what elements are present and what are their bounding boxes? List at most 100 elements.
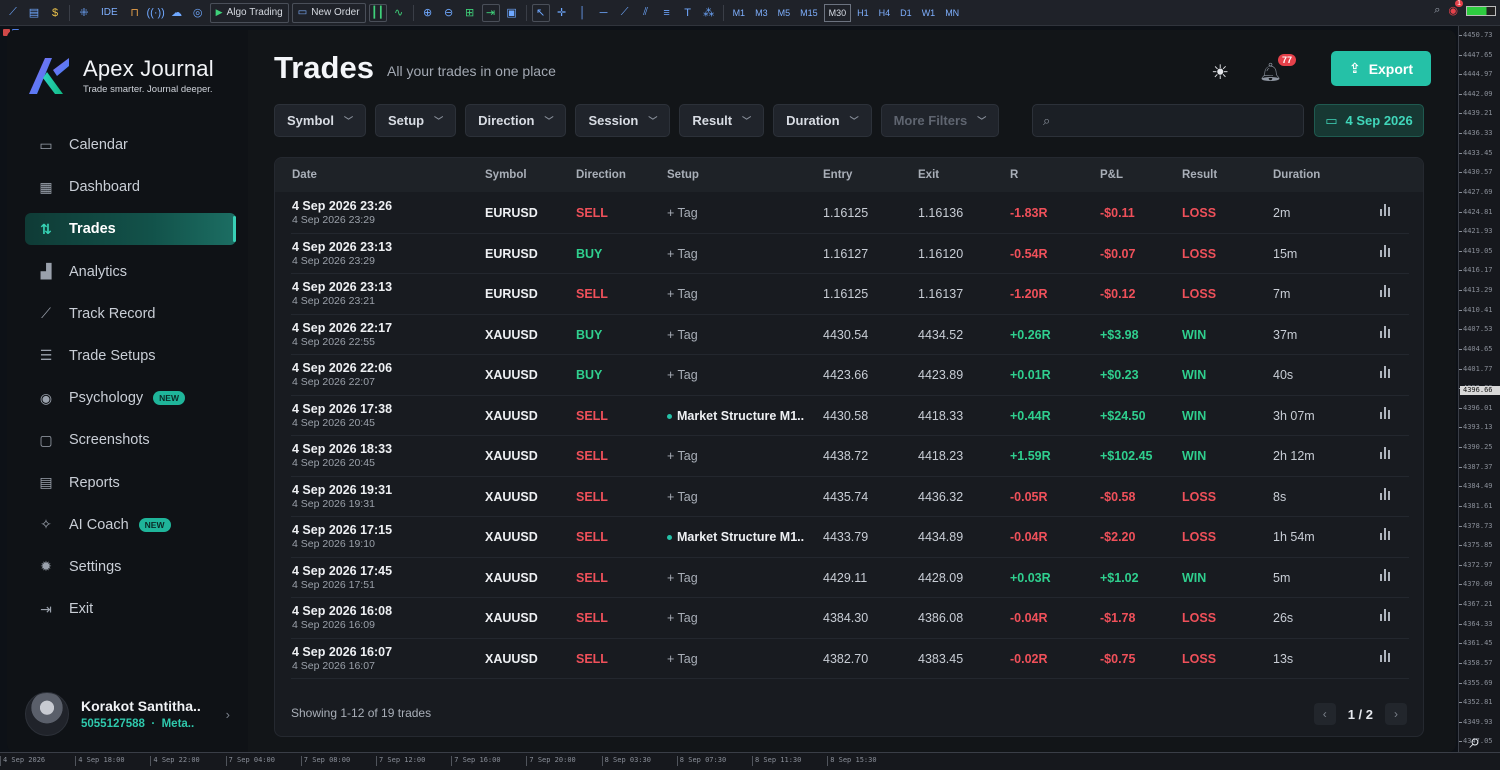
add-tag-button[interactable]: + Tag [667, 246, 698, 261]
cloud-icon[interactable]: ☁ [171, 7, 183, 19]
add-tag-button[interactable]: + Tag [667, 327, 698, 342]
table-row[interactable]: 4 Sep 2026 23:26 4 Sep 2026 23:29 EURUSD SE… [291, 193, 1409, 234]
column-header-exit[interactable]: Exit [918, 169, 940, 181]
next-page-button[interactable]: › [1385, 703, 1407, 725]
ide-button[interactable]: IDE [101, 7, 118, 18]
trade-chart-icon[interactable] [1380, 406, 1390, 422]
text-tool-icon[interactable]: T [684, 6, 691, 19]
search-icon[interactable]: ⌕ [1434, 4, 1441, 16]
horizontal-line-icon[interactable]: ─ [599, 6, 608, 19]
crosshair-tool-icon[interactable]: ✛ [556, 7, 567, 19]
add-tag-button[interactable]: + Tag [667, 651, 698, 666]
table-row[interactable]: 4 Sep 2026 16:08 4 Sep 2026 16:09 XAUUSD SE… [291, 598, 1409, 639]
timeframe-m5[interactable]: M5 [777, 7, 791, 18]
notification-icon[interactable]: ◉ 1 [1448, 0, 1463, 17]
screenshot-tool-icon[interactable]: ▣ [506, 7, 517, 19]
zoom-in-icon[interactable]: ⊕ [422, 7, 433, 19]
timeframe-m1[interactable]: M1 [732, 7, 746, 18]
filter-session[interactable]: Session ﹀ [575, 104, 671, 137]
tile-icon[interactable]: ⊞ [464, 7, 475, 19]
filter-setup[interactable]: Setup ﹀ [374, 104, 457, 137]
table-row[interactable]: 4 Sep 2026 17:15 4 Sep 2026 19:10 XAUUSD SE… [291, 517, 1409, 558]
bell-icon[interactable]: 🔔︎ 77 [1259, 54, 1296, 83]
crosshair-icon[interactable]: ⁜ [79, 7, 89, 19]
table-row[interactable]: 4 Sep 2026 23:13 4 Sep 2026 23:29 EURUSD BU… [291, 234, 1409, 274]
filter-symbol[interactable]: Symbol ﹀ [274, 104, 366, 137]
add-tag-button[interactable]: + Tag [667, 611, 698, 625]
trade-chart-icon[interactable] [1380, 325, 1390, 341]
filter-direction[interactable]: Direction ﹀ [465, 104, 567, 137]
sidebar-item-track-record[interactable]: ⟋ Track Record [25, 298, 236, 330]
chart-tab-icon[interactable] [3, 28, 10, 36]
templates-icon[interactable]: ▤ [28, 7, 40, 19]
table-row[interactable]: 4 Sep 2026 16:07 4 Sep 2026 16:07 XAUUSD SE… [291, 639, 1409, 679]
globe-icon[interactable]: ◎ [192, 7, 203, 19]
line-chart-icon[interactable]: ⟋ [9, 6, 17, 18]
signal-icon[interactable]: ((·)) [146, 6, 165, 19]
algo-trading-button[interactable]: ▶ Algo Trading [209, 2, 289, 23]
table-row[interactable]: 4 Sep 2026 22:17 4 Sep 2026 22:55 XAUUSD BU… [291, 315, 1409, 355]
prev-page-button[interactable]: ‹ [1313, 703, 1336, 725]
sidebar-item-psychology[interactable]: ◉ Psychology NEW [25, 382, 236, 414]
add-tag-button[interactable]: + Tag [667, 287, 698, 301]
shapes-icon[interactable]: ⁂ [703, 7, 715, 19]
sidebar-item-screenshots[interactable]: ▢ Screenshots [25, 424, 236, 456]
user-profile[interactable]: Korakot Santitha.. 5055127588 · Meta.. › [25, 692, 230, 736]
timeframe-mn[interactable]: MN [945, 7, 960, 18]
sidebar-item-trades[interactable]: ⇅ Trades [25, 213, 236, 246]
theme-toggle-sun-icon[interactable]: ☀ [1211, 62, 1230, 84]
sidebar-item-exit[interactable]: ⇥ Exit [25, 593, 236, 625]
table-row[interactable]: 4 Sep 2026 23:13 4 Sep 2026 23:21 EURUSD SE… [291, 274, 1409, 315]
timeframe-m30[interactable]: M30 [823, 3, 852, 22]
setup-tag[interactable]: Market Structure M1.. [667, 530, 804, 544]
table-row[interactable]: 4 Sep 2026 22:06 4 Sep 2026 22:07 XAUUSD BU… [291, 355, 1409, 396]
fibonacci-icon[interactable]: ≡ [663, 6, 670, 19]
column-header-symbol[interactable]: Symbol [485, 169, 527, 181]
column-header-entry[interactable]: Entry [823, 169, 853, 181]
column-header-result[interactable]: Result [1182, 169, 1218, 181]
trade-chart-icon[interactable] [1380, 568, 1390, 584]
channel-icon[interactable]: ⫽ [643, 6, 649, 18]
column-header-pl[interactable]: P&L [1100, 169, 1123, 181]
setup-tag[interactable]: Market Structure M1.. [667, 409, 804, 423]
bar-chart-icon[interactable]: ┃┃ [368, 3, 387, 22]
sidebar-item-settings[interactable]: ✹ Settings [25, 551, 236, 583]
export-button[interactable]: ⇪ Export [1331, 51, 1431, 86]
timeframe-d1[interactable]: D1 [900, 7, 912, 18]
add-tag-button[interactable]: + Tag [667, 570, 698, 585]
sidebar-item-calendar[interactable]: ▭ Calendar [25, 129, 236, 161]
filter-duration[interactable]: Duration ﹀ [773, 104, 872, 137]
sidebar-item-ai-coach[interactable]: ✧ AI Coach NEW [25, 509, 236, 541]
column-header-duration[interactable]: Duration [1273, 169, 1321, 181]
table-row[interactable]: 4 Sep 2026 19:31 4 Sep 2026 19:31 XAUUSD SE… [291, 477, 1409, 517]
trade-chart-icon[interactable] [1380, 487, 1390, 503]
filter-more-filters[interactable]: More Filters ﹀ [880, 104, 1000, 137]
table-row[interactable]: 4 Sep 2026 17:38 4 Sep 2026 20:45 XAUUSD SE… [291, 396, 1409, 436]
column-header-setup[interactable]: Setup [667, 169, 699, 181]
trade-chart-icon[interactable] [1380, 447, 1390, 462]
trade-chart-icon[interactable] [1380, 649, 1390, 665]
timeframe-h4[interactable]: H4 [878, 7, 891, 18]
add-tag-button[interactable]: + Tag [667, 368, 698, 382]
brand[interactable]: Apex Journal Trade smarter. Journal deep… [25, 52, 214, 98]
column-header-date[interactable]: Date [292, 169, 317, 181]
timeframe-m3[interactable]: M3 [755, 7, 768, 18]
sidebar-item-reports[interactable]: ▤ Reports [25, 467, 236, 499]
column-header-direction[interactable]: Direction [576, 169, 626, 181]
add-tag-button[interactable]: + Tag [667, 489, 698, 504]
trade-chart-icon[interactable] [1380, 285, 1390, 300]
sidebar-item-trade-setups[interactable]: ☰ Trade Setups [25, 340, 236, 372]
table-row[interactable]: 4 Sep 2026 18:33 4 Sep 2026 20:45 XAUUSD SE… [291, 436, 1409, 477]
timeframe-m15[interactable]: M15 [800, 7, 818, 18]
magnifier-zoom-icon[interactable]: ⌕ [1469, 730, 1481, 753]
table-row[interactable]: 4 Sep 2026 17:45 4 Sep 2026 17:51 XAUUSD SE… [291, 558, 1409, 598]
cursor-icon[interactable]: ↖ [531, 3, 550, 22]
trade-chart-icon[interactable] [1380, 244, 1390, 260]
zoom-out-icon[interactable]: ⊖ [443, 7, 454, 19]
sidebar-item-analytics[interactable]: ▟ Analytics [25, 256, 236, 288]
column-header-r[interactable]: R [1010, 169, 1019, 181]
timeframe-h1[interactable]: H1 [857, 7, 869, 18]
add-tag-button[interactable]: + Tag [667, 449, 698, 463]
sidebar-item-dashboard[interactable]: ▦ Dashboard [25, 171, 236, 203]
trade-chart-icon[interactable] [1380, 204, 1390, 219]
